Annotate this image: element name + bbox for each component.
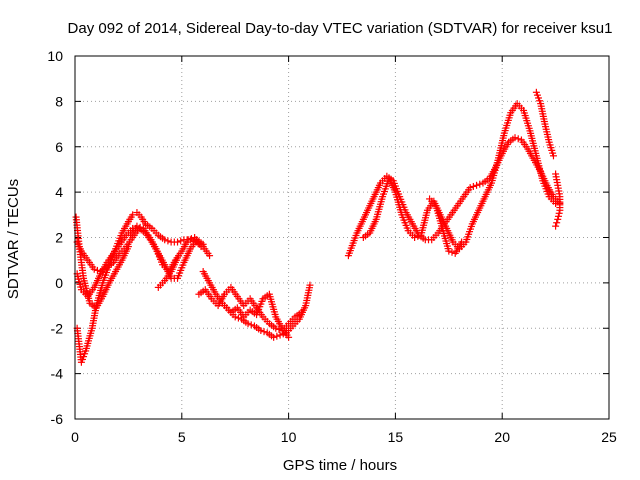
data-point — [514, 135, 522, 143]
data-point — [476, 180, 484, 188]
data-point — [257, 327, 265, 335]
data-points — [72, 88, 564, 366]
data-point — [414, 232, 422, 240]
x-tick-label: 0 — [71, 429, 79, 445]
data-point — [184, 236, 192, 244]
data-point — [244, 320, 252, 328]
data-point — [177, 237, 185, 245]
data-point — [445, 247, 453, 255]
x-tick-label: 10 — [281, 429, 297, 445]
data-point — [276, 331, 284, 339]
data-point — [554, 215, 562, 223]
data-point — [174, 254, 182, 262]
plot-frame — [74, 55, 610, 420]
data-point — [466, 184, 474, 192]
data-point — [124, 243, 132, 251]
data-point — [187, 235, 195, 243]
y-tick-label: 8 — [55, 93, 63, 109]
data-point — [554, 212, 562, 220]
y-tick-label: 4 — [55, 184, 63, 200]
data-point — [133, 222, 141, 230]
data-point — [297, 308, 305, 316]
data-point — [164, 237, 172, 245]
data-point — [234, 314, 242, 322]
y-tick-label: 6 — [55, 139, 63, 155]
data-point — [270, 333, 278, 341]
y-tick-label: 2 — [55, 230, 63, 246]
data-point — [448, 248, 456, 256]
y-tick-label: -4 — [51, 366, 64, 382]
y-tick-label: -2 — [51, 320, 64, 336]
chart-title: Day 092 of 2014, Sidereal Day-to-day VTE… — [68, 20, 613, 37]
data-point — [306, 281, 314, 289]
x-tick-label: 25 — [601, 429, 617, 445]
data-point — [458, 238, 466, 246]
data-point — [272, 324, 280, 332]
tick-labels: 0 5 10 15 20 25 -6 -4 -2 0 2 4 6 8 10 — [47, 48, 617, 445]
data-point — [556, 206, 564, 214]
x-axis-label: GPS time / hours — [283, 457, 397, 474]
x-tick-label: 20 — [494, 429, 510, 445]
data-point — [260, 328, 268, 336]
y-tick-label: 0 — [55, 275, 63, 291]
data-point — [197, 243, 205, 251]
grid-lines — [75, 56, 609, 419]
data-point — [549, 152, 557, 160]
data-point — [552, 222, 560, 230]
data-point — [206, 252, 214, 260]
data-point — [411, 234, 419, 241]
data-point — [129, 211, 137, 219]
data-point — [473, 181, 481, 189]
data-point — [555, 209, 563, 217]
data-point — [174, 238, 182, 246]
data-point — [552, 199, 560, 207]
data-point — [90, 265, 98, 273]
x-tick-label: 15 — [388, 429, 404, 445]
data-point — [247, 321, 255, 329]
x-tick-label: 5 — [178, 429, 186, 445]
data-point — [469, 182, 477, 190]
data-point — [273, 332, 281, 340]
data-point — [136, 223, 144, 231]
y-axis-label: SDTVAR / TECUs — [5, 179, 22, 299]
data-point — [285, 333, 293, 341]
data-point — [553, 219, 561, 227]
y-tick-label: 10 — [47, 48, 63, 64]
data-point — [231, 313, 239, 321]
data-point — [161, 236, 169, 244]
y-tick-label: -6 — [51, 411, 64, 427]
data-point — [511, 134, 519, 142]
